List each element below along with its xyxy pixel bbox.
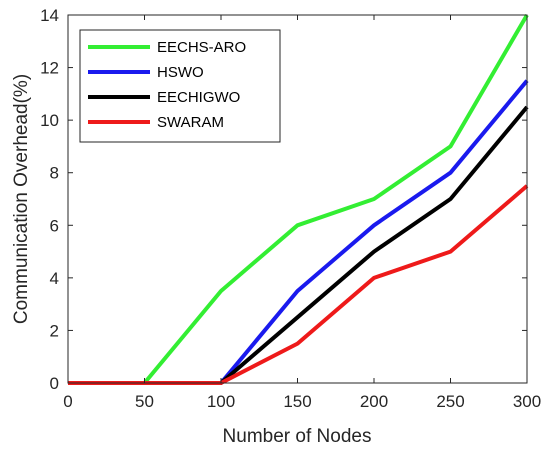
x-axis-label: Number of Nodes — [223, 426, 372, 447]
x-axis: 0 50 100 150 200 250 300 — [63, 15, 541, 411]
y-tick-label: 8 — [50, 164, 59, 183]
legend-label-hswo: HSWO — [157, 64, 204, 81]
legend-label-eechigwo: EECHIGWO — [157, 89, 240, 106]
x-tick-label: 200 — [360, 392, 388, 411]
x-tick-label: 100 — [207, 392, 235, 411]
x-tick-label: 250 — [436, 392, 464, 411]
y-tick-label: 12 — [40, 59, 59, 78]
y-tick-label: 6 — [50, 216, 59, 235]
y-tick-label: 2 — [50, 321, 59, 340]
y-tick-label: 4 — [50, 269, 59, 288]
legend: EECHS-ARO HSWO EECHIGWO SWARAM — [79, 29, 281, 143]
x-tick-label: 0 — [63, 392, 72, 411]
y-axis: 0 2 4 6 8 10 12 14 — [40, 6, 527, 393]
x-tick-label: 300 — [513, 392, 541, 411]
y-axis-label: Communication Overhead(%) — [11, 74, 32, 324]
y-tick-label: 0 — [50, 374, 59, 393]
legend-label-eechs-aro: EECHS-ARO — [157, 39, 246, 56]
legend-label-swaram: SWARAM — [157, 114, 224, 131]
x-tick-label: 50 — [135, 392, 154, 411]
x-tick-label: 150 — [283, 392, 311, 411]
y-tick-label: 14 — [40, 6, 59, 25]
y-tick-label: 10 — [40, 111, 59, 130]
